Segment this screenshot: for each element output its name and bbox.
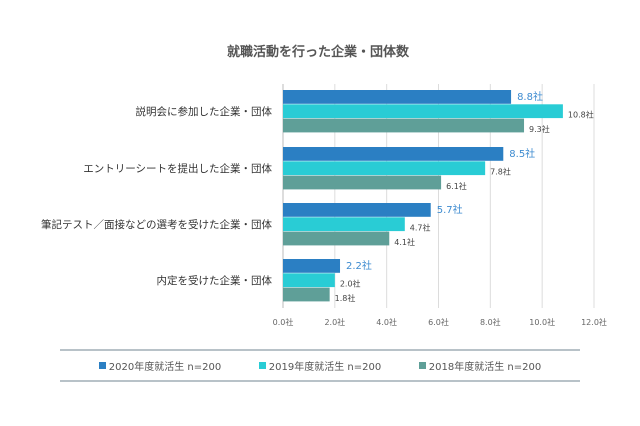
data-label: 10.8社: [568, 109, 594, 119]
x-tick-label: 6.0社: [428, 317, 449, 327]
bar: [283, 259, 341, 273]
legend-item: 2018年度就活生 n=200: [418, 358, 542, 373]
data-label: 2.0社: [340, 278, 361, 288]
category-label: 内定を受けた企業・団体: [157, 274, 273, 287]
x-tick-label: 10.0社: [529, 317, 555, 327]
bar: [283, 118, 525, 133]
legend-swatch: [258, 362, 266, 369]
data-label: 8.8社: [517, 90, 543, 103]
bar: [283, 161, 486, 176]
data-label: 1.8社: [335, 293, 356, 303]
category-label: エントリーシートを提出した企業・団体: [83, 162, 272, 175]
bar: [283, 231, 390, 246]
legend: 2020年度就活生 n=200 2019年度就活生 n=200 2018年度就活生 …: [60, 349, 580, 382]
x-tick-label: 8.0社: [480, 317, 501, 327]
data-label: 4.1社: [394, 237, 415, 247]
data-label: 6.1社: [446, 181, 467, 191]
x-tick-label: 12.0社: [581, 317, 607, 327]
bar: [283, 287, 330, 302]
bar: [283, 273, 335, 288]
legend-item: 2020年度就活生 n=200: [98, 358, 222, 373]
data-label: 9.3社: [529, 124, 550, 134]
category-label: 筆記テスト／面接などの選考を受けた企業・団体: [41, 218, 272, 231]
legend-swatch: [418, 362, 426, 369]
bar: [283, 104, 563, 119]
data-label: 5.7社: [437, 203, 463, 216]
category-label: 説明会に参加した企業・団体: [136, 105, 273, 118]
data-label: 8.5社: [509, 147, 535, 160]
legend-label: 2020年度就活生 n=200: [108, 362, 222, 373]
bar: [283, 175, 442, 190]
x-tick-label: 4.0社: [376, 317, 397, 327]
x-tick-label: 2.0社: [324, 317, 345, 327]
legend-swatch: [98, 362, 106, 369]
x-tick-label: 0.0社: [273, 317, 294, 327]
bar-chart: 就職活動を行った企業・団体数 0.0社 2.0社 4.0社 6.0社 8.0社 10.0社…: [41, 44, 607, 327]
chart-title: 就職活動を行った企業・団体数: [227, 44, 410, 60]
bar: [283, 90, 512, 104]
bar: [283, 147, 504, 161]
legend-label: 2019年度就活生 n=200: [268, 362, 382, 373]
data-label: 4.7社: [410, 222, 431, 232]
bar: [283, 217, 405, 232]
legend-item: 2019年度就活生 n=200: [258, 358, 382, 373]
data-label: 7.8社: [490, 166, 511, 176]
legend-label: 2018年度就活生 n=200: [428, 362, 542, 373]
bar: [283, 203, 431, 217]
data-label: 2.2社: [346, 259, 372, 272]
